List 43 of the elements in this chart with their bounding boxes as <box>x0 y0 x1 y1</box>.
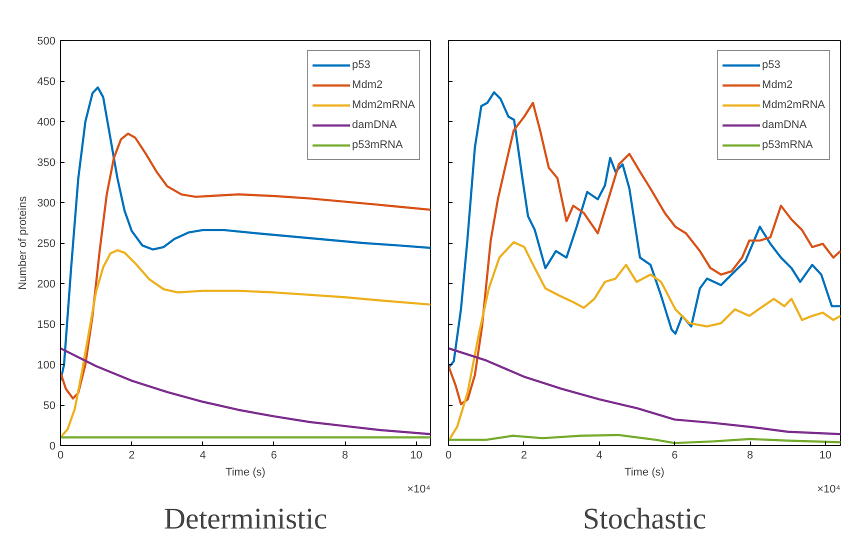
y-tick-label: 400 <box>37 116 56 128</box>
line-series <box>60 347 430 436</box>
y-axis-title: Number of proteins <box>17 196 30 290</box>
x-tick-label: 10 <box>410 450 422 462</box>
legend-label: damDNA <box>352 119 397 131</box>
y-tick-label: 0 <box>49 440 56 452</box>
x-tick-label: 8 <box>746 450 754 462</box>
line-series <box>60 132 430 400</box>
x-axis-title: Time (s) <box>624 466 664 478</box>
legend-label: Mdm2mRNA <box>352 99 415 111</box>
x-tick-label: 4 <box>200 450 206 462</box>
x-tick-label: 8 <box>342 450 348 462</box>
line-series <box>60 249 430 438</box>
legend-label: Mdm2mRNA <box>762 99 825 111</box>
y-tick-label: 50 <box>43 400 56 412</box>
x-axis-title: Time (s) <box>226 466 266 478</box>
text: Stochastic <box>582 502 706 536</box>
legend-label: Mdm2 <box>352 79 383 91</box>
legend-label: damDNA <box>762 119 807 131</box>
legend-label: Mdm2 <box>762 79 793 91</box>
y-tick-label: 300 <box>37 198 56 210</box>
legend-label: p53 <box>762 59 782 71</box>
legend-label: p53mRNA <box>352 139 403 151</box>
text: ×10⁴ <box>817 484 841 496</box>
legend-label: p53mRNA <box>762 139 813 151</box>
x-tick-label: 2 <box>520 450 527 462</box>
x-tick-label: 10 <box>819 450 832 462</box>
x-tick-label: 6 <box>270 450 278 462</box>
y-tick-label: 150 <box>37 319 56 331</box>
y-tick-label: 500 <box>37 36 56 48</box>
y-tick-label: 200 <box>37 278 56 290</box>
legend-label: p53 <box>352 59 372 71</box>
x-tick-label: 2 <box>128 450 135 462</box>
x-tick-label: 4 <box>596 450 602 462</box>
x-tick-label: 0 <box>445 450 452 462</box>
y-tick-label: 450 <box>37 76 56 88</box>
text: Deterministic <box>164 502 328 536</box>
x-tick-label: 6 <box>672 450 678 462</box>
y-tick-label: 250 <box>37 238 56 250</box>
y-tick-label: 350 <box>37 157 56 169</box>
y-tick-label: 100 <box>37 360 56 372</box>
x-tick-label: 0 <box>57 450 64 462</box>
text: ×10⁴ <box>407 484 431 496</box>
